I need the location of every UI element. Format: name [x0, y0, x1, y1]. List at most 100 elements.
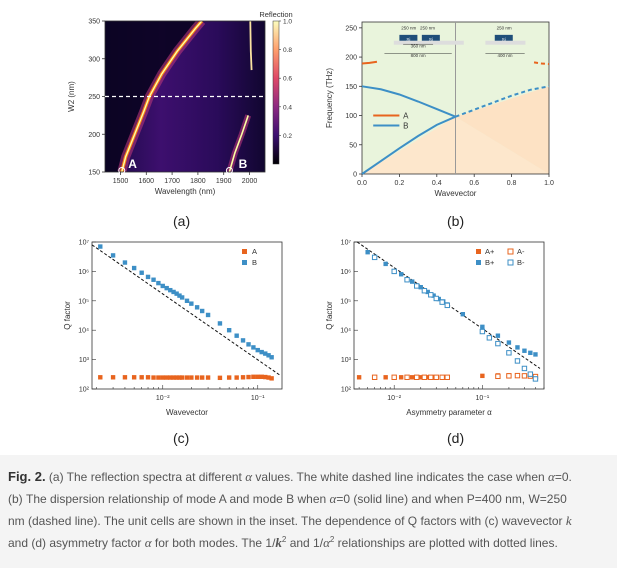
data-point-B-: [479, 328, 486, 335]
y-tick-label: 10⁷: [79, 240, 90, 247]
data-point-B: [240, 338, 246, 343]
y-tick-label: 150: [88, 170, 100, 177]
data-point-B: [189, 301, 194, 306]
below-light-line-region-2: [455, 86, 549, 174]
x-tick-label: 0.4: [432, 180, 442, 187]
data-point-B-: [433, 295, 439, 302]
data-point-B: [145, 274, 151, 280]
data-point-A-: [428, 374, 434, 381]
data-point-B+: [409, 279, 415, 284]
caption-text: (a) The reflection spectra at different: [45, 470, 246, 484]
data-point-A: [266, 375, 271, 380]
caption-text: =0 (solid line) and when P=400 nm, W=250: [336, 492, 567, 506]
colorbar-label: Reflection: [259, 10, 292, 19]
data-point-B: [98, 244, 103, 249]
substrate: [393, 40, 464, 45]
caption-symbol: k: [275, 535, 282, 550]
data-point-A+: [409, 375, 415, 380]
y-tick-label: 10³: [79, 357, 90, 364]
x-tick-label: 10⁻²: [156, 395, 170, 402]
caption-symbol: α: [144, 535, 152, 550]
data-point-B: [110, 253, 116, 258]
data-point-B: [131, 265, 137, 271]
chart-d-svg: 10⁻² 10⁻¹ 10² 10³ 10⁴ 10⁵ 10⁶ 10⁷ Asymmetry para…: [325, 240, 545, 417]
data-point-B-: [439, 299, 445, 305]
data-point-A-: [421, 374, 428, 381]
inset-label: 400 nm: [498, 53, 513, 58]
y-tick-label: 10²: [341, 387, 352, 394]
data-point-A: [226, 375, 232, 380]
panel-label-d: (d): [447, 430, 465, 446]
data-point-B+: [522, 348, 527, 353]
caption-text: nm (dashed line). The unit cells are sho…: [8, 514, 566, 528]
data-point-B+: [365, 249, 370, 255]
x-tick-label: 1.0: [544, 180, 554, 187]
chart-d: 10⁻² 10⁻¹ 10² 10³ 10⁴ 10⁵ 10⁶ 10⁷ Asymmetry para…: [322, 232, 562, 427]
plot-frame: [91, 241, 283, 390]
data-point-B: [269, 355, 274, 360]
legend-label-B-: B-: [517, 258, 525, 267]
y-tick-label: 10²: [79, 387, 90, 394]
data-point-B-: [414, 283, 420, 289]
mode-b-line: [228, 115, 249, 172]
caption-symbol: α: [329, 491, 337, 506]
chart-c: 10⁻² 10⁻¹ 10² 10³ 10⁴ 10⁵ 10⁶ 10⁷ Wavevector Q fa…: [60, 232, 300, 427]
data-point-A+: [418, 375, 423, 380]
data-point-A-: [521, 373, 528, 379]
data-point-A: [251, 374, 256, 379]
data-point-A: [199, 375, 205, 380]
data-point-B: [255, 347, 260, 353]
data-point-A+: [398, 375, 404, 380]
x-axis-label: Wavevector: [435, 189, 477, 198]
data-point-A-: [371, 374, 378, 381]
data-point-A: [269, 376, 274, 381]
series-line-B: [361, 85, 456, 118]
legend-swatch-B-: [507, 259, 514, 266]
mode-b-label: B: [239, 157, 248, 171]
data-point-A+: [356, 375, 362, 380]
legend-label-A-: A-: [517, 247, 525, 256]
y-tick-label: 200: [345, 55, 357, 62]
y-tick-label: 300: [88, 56, 100, 63]
data-point-A: [177, 375, 182, 380]
x-tick-label: 10⁻¹: [475, 395, 489, 402]
data-point-B: [226, 328, 232, 333]
data-point-A: [168, 375, 173, 380]
data-point-A: [255, 374, 260, 379]
data-point-A+: [425, 375, 430, 380]
y-tick-label: 10⁴: [78, 328, 89, 335]
y-tick-label: 150: [345, 84, 357, 91]
caption-symbol: α: [245, 469, 253, 484]
data-point-B+: [460, 312, 466, 317]
data-point-A: [174, 375, 179, 380]
y-tick-label: 100: [345, 113, 357, 120]
y-axis-label: Q factor: [325, 301, 334, 330]
caption-symbol: α: [323, 535, 330, 550]
y-tick-label: 10⁴: [340, 328, 351, 335]
y-tick-label: 10³: [341, 357, 352, 364]
legend-label-B: B: [252, 258, 257, 267]
data-point-B-: [495, 340, 501, 347]
data-point-B-: [391, 268, 397, 275]
data-point-B: [168, 287, 173, 293]
data-point-A: [145, 375, 151, 380]
data-point-A: [151, 375, 156, 380]
chart-b: 0.0 0.2 0.4 0.6 0.8 1.0 0 50 100 150 200 250 Wavevec…: [322, 10, 572, 205]
plot-frame: [353, 241, 545, 390]
data-point-B-: [421, 288, 428, 294]
data-point-B+: [431, 293, 436, 298]
data-point-A: [240, 375, 246, 380]
legend-label-a: A: [403, 112, 409, 121]
data-point-A: [263, 374, 268, 380]
data-point-A-: [433, 374, 439, 381]
x-tick-label: 10⁻²: [387, 395, 401, 402]
data-point-B-: [527, 371, 534, 377]
data-point-A: [171, 375, 176, 380]
y-axis-label: W2 (nm): [67, 81, 76, 112]
fit-line: [91, 244, 280, 376]
data-point-A: [156, 375, 161, 380]
data-point-A-: [514, 372, 521, 379]
data-point-B-: [532, 376, 539, 382]
y-tick-label: 10⁷: [341, 240, 352, 247]
x-tick-label: 1500: [113, 178, 129, 185]
